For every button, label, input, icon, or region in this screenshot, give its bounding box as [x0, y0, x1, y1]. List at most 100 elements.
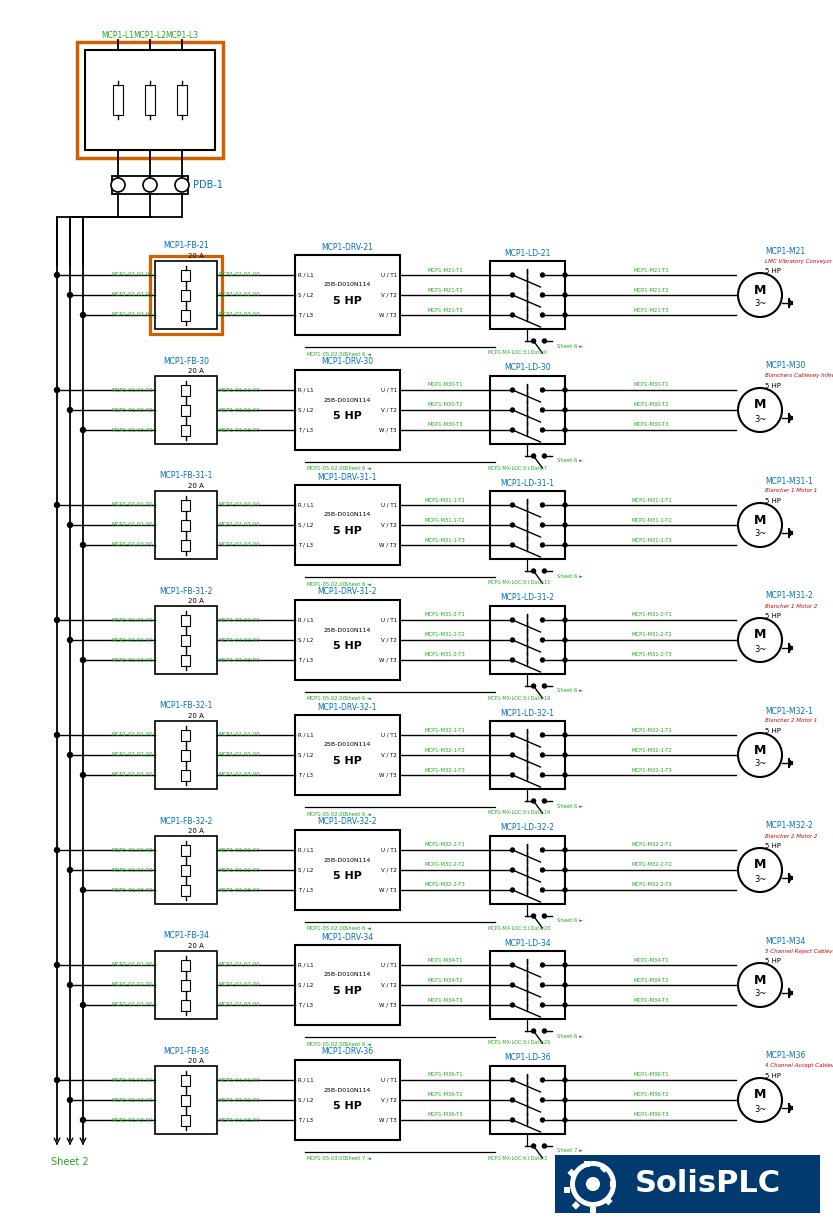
- Bar: [182, 749, 191, 760]
- Text: 3~: 3~: [754, 300, 766, 308]
- Circle shape: [54, 503, 59, 508]
- Bar: [155, 721, 217, 789]
- Text: MCP1-01.03.00: MCP1-01.03.00: [112, 887, 153, 892]
- Circle shape: [563, 408, 567, 412]
- Bar: [295, 830, 400, 909]
- Text: MCP1-M31-2-T1: MCP1-M31-2-T1: [631, 612, 672, 617]
- Bar: [182, 404, 191, 415]
- Circle shape: [541, 983, 545, 987]
- Text: 3~: 3~: [754, 989, 766, 999]
- Text: V / T2: V / T2: [382, 1098, 397, 1103]
- Circle shape: [563, 638, 567, 643]
- Bar: [490, 376, 565, 444]
- Circle shape: [542, 914, 546, 918]
- Text: MCP1-M36-T1: MCP1-M36-T1: [427, 1072, 463, 1077]
- Text: MCP1-M31-1: MCP1-M31-1: [765, 476, 813, 486]
- Text: MCP1-01.03.00: MCP1-01.03.00: [112, 312, 153, 317]
- Text: MCP1-LD-21: MCP1-LD-21: [504, 248, 551, 257]
- Circle shape: [511, 388, 515, 392]
- Text: MCP1-FB-31-1: MCP1-FB-31-1: [159, 471, 212, 481]
- Text: 5 Channel Reject Cablevey: 5 Channel Reject Cablevey: [765, 949, 833, 953]
- Circle shape: [531, 454, 536, 458]
- Circle shape: [511, 774, 515, 777]
- Text: MCP1-M32-1-T3: MCP1-M32-1-T3: [631, 767, 672, 772]
- Text: V / T2: V / T2: [382, 638, 397, 643]
- Circle shape: [738, 1078, 782, 1122]
- Text: MCP1-M34-T2: MCP1-M34-T2: [634, 978, 669, 983]
- Text: MCP1-M32-1: MCP1-M32-1: [765, 706, 813, 716]
- Text: 3~: 3~: [754, 874, 766, 884]
- Circle shape: [81, 1118, 86, 1122]
- Text: V / T2: V / T2: [382, 523, 397, 528]
- Circle shape: [541, 963, 545, 967]
- Text: Blancher 2 Motor 1: Blancher 2 Motor 1: [765, 718, 817, 723]
- Bar: [150, 256, 222, 334]
- Bar: [182, 290, 191, 301]
- Text: MCP1-FB-30: MCP1-FB-30: [163, 356, 209, 366]
- Text: 20 A: 20 A: [188, 1058, 204, 1064]
- Text: MCP1-LD-31-1: MCP1-LD-31-1: [501, 479, 555, 487]
- Text: MCP1-FB-32-2: MCP1-FB-32-2: [159, 816, 212, 825]
- Text: SolisPLC: SolisPLC: [635, 1169, 781, 1198]
- Circle shape: [531, 684, 536, 688]
- Circle shape: [511, 1002, 515, 1007]
- Text: MCP1-01.01.00: MCP1-01.01.00: [219, 962, 261, 967]
- Text: V / T2: V / T2: [382, 753, 397, 758]
- Text: W / T3: W / T3: [379, 542, 397, 547]
- Circle shape: [67, 523, 72, 528]
- Bar: [490, 951, 565, 1020]
- Text: MCP1-01.02.00: MCP1-01.02.00: [112, 983, 153, 988]
- Text: W / T3: W / T3: [379, 427, 397, 432]
- Text: MCP1-05.02.00: MCP1-05.02.00: [307, 812, 347, 816]
- Circle shape: [511, 753, 515, 756]
- Text: MCP1-01.02.00: MCP1-01.02.00: [112, 638, 153, 643]
- Text: U / T1: U / T1: [381, 617, 397, 623]
- Text: MCP1-01.02.00: MCP1-01.02.00: [219, 868, 261, 873]
- Text: MCP1-L3: MCP1-L3: [166, 32, 198, 40]
- Bar: [182, 655, 191, 666]
- Text: 3~: 3~: [754, 645, 766, 654]
- Bar: [571, 1201, 580, 1209]
- Text: MCP1-L1: MCP1-L1: [102, 32, 134, 40]
- Text: 25B-D010N114: 25B-D010N114: [324, 513, 372, 518]
- Text: Sheet 6 ◄: Sheet 6 ◄: [345, 696, 371, 701]
- Circle shape: [563, 543, 567, 547]
- Bar: [490, 261, 565, 329]
- Text: LMC Vibratory Conveyor: LMC Vibratory Conveyor: [765, 258, 832, 263]
- Bar: [590, 1207, 596, 1213]
- Circle shape: [531, 1029, 536, 1033]
- Text: MCP1-M34-T1: MCP1-M34-T1: [634, 957, 669, 962]
- Bar: [155, 836, 217, 905]
- Text: 20 A: 20 A: [188, 714, 204, 718]
- Text: S / L2: S / L2: [298, 1098, 313, 1103]
- Circle shape: [575, 1166, 611, 1202]
- Text: M: M: [754, 1088, 766, 1102]
- Bar: [155, 606, 217, 674]
- Circle shape: [67, 638, 72, 643]
- Text: Blancher 1 Motor 1: Blancher 1 Motor 1: [765, 488, 817, 493]
- Text: R / L1: R / L1: [298, 503, 314, 508]
- Bar: [85, 50, 215, 151]
- Text: 5 HP: 5 HP: [333, 641, 362, 651]
- Text: T / L3: T / L3: [298, 1002, 313, 1007]
- Text: M: M: [754, 628, 766, 641]
- Circle shape: [67, 408, 72, 412]
- Text: Sheet 6 ►: Sheet 6 ►: [557, 1033, 583, 1038]
- Circle shape: [738, 963, 782, 1007]
- Text: MCP1-01.02.00: MCP1-01.02.00: [112, 523, 153, 528]
- Text: MCP1-MX-LOC:3:I.Data:7: MCP1-MX-LOC:3:I.Data:7: [488, 465, 548, 470]
- Bar: [182, 1000, 191, 1011]
- Text: U / T1: U / T1: [381, 503, 397, 508]
- Circle shape: [738, 503, 782, 547]
- Circle shape: [54, 732, 59, 738]
- Text: MCP1-M32-1-T1: MCP1-M32-1-T1: [425, 727, 466, 732]
- Text: MCP1-M32-1-T2: MCP1-M32-1-T2: [631, 748, 672, 753]
- Text: 5 HP: 5 HP: [765, 498, 781, 504]
- Text: 5 HP: 5 HP: [333, 987, 362, 996]
- Text: PDB-1: PDB-1: [193, 180, 223, 190]
- Text: MCP1-01.01.00: MCP1-01.01.00: [112, 388, 153, 393]
- Text: Sheet 6 ◄: Sheet 6 ◄: [345, 351, 371, 356]
- Text: T / L3: T / L3: [298, 542, 313, 547]
- Circle shape: [67, 868, 72, 873]
- Text: MCP1-M31-2-T3: MCP1-M31-2-T3: [631, 652, 672, 657]
